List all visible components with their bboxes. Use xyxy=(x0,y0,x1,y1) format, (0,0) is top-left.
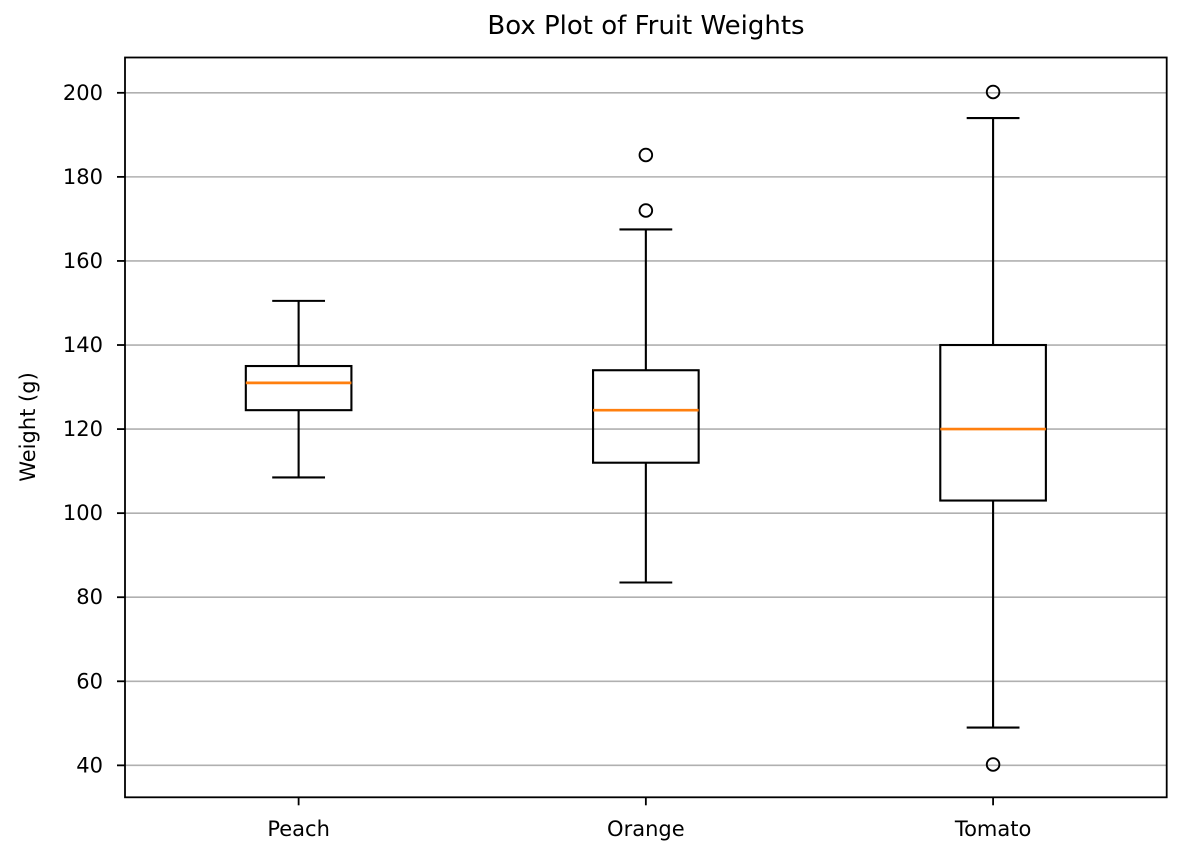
box-group-orange xyxy=(591,147,700,584)
y-tick-label: 80 xyxy=(76,585,103,609)
x-tick-label: Orange xyxy=(607,817,685,841)
chart-title: Box Plot of Fruit Weights xyxy=(487,11,805,41)
outlier-point xyxy=(985,757,1001,772)
outlier-point xyxy=(638,203,654,218)
y-tick-label: 160 xyxy=(63,249,103,273)
outlier-point xyxy=(985,84,1001,100)
iqr-box xyxy=(591,369,700,464)
x-tick-label: Peach xyxy=(267,817,330,841)
y-tick-label: 120 xyxy=(63,417,103,441)
iqr-box xyxy=(939,343,1047,502)
x-tick-label: Tomato xyxy=(954,817,1032,841)
outlier-point xyxy=(638,147,654,163)
y-tick-label: 100 xyxy=(63,501,103,525)
plot-border xyxy=(124,56,1168,799)
y-tick-label: 140 xyxy=(63,333,103,357)
y-tick-label: 200 xyxy=(63,81,103,105)
box-group-tomato xyxy=(939,84,1047,772)
y-axis-label: Weight (g) xyxy=(16,372,40,482)
y-tick-label: 180 xyxy=(63,165,103,189)
y-tick-label: 60 xyxy=(76,669,103,693)
y-tick-label: 40 xyxy=(76,753,103,777)
iqr-box xyxy=(244,364,353,412)
box-group-peach xyxy=(244,299,353,479)
